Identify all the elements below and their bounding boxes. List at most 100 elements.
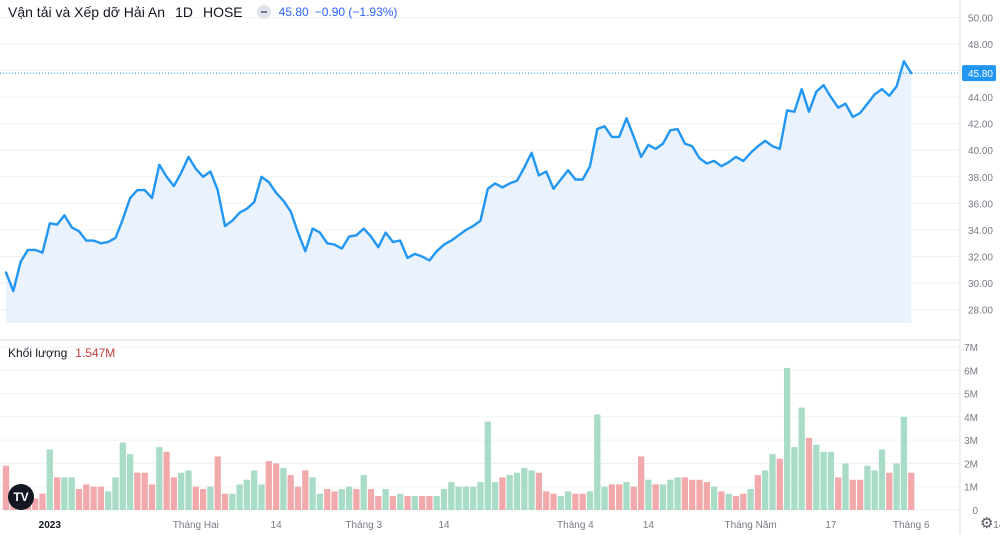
volume-bar-down bbox=[579, 493, 586, 510]
price-axis[interactable]: 28.00 30.00 32.00 34.00 36.00 38.00 40.00 42.00… bbox=[968, 13, 993, 316]
time-tick-label: 17 bbox=[825, 520, 837, 531]
time-tick-label: Tháng 4 bbox=[557, 520, 594, 531]
symbol-title[interactable]: Vận tải và Xếp dỡ Hải An bbox=[8, 4, 166, 20]
volume-bar-down bbox=[703, 482, 710, 510]
volume-bar-up bbox=[105, 491, 112, 510]
volume-bar-down bbox=[324, 489, 331, 510]
time-tick-label: Tháng Năm bbox=[724, 520, 776, 531]
volume-tick-label: 7M bbox=[964, 343, 978, 354]
current-price-badge: 45.80 bbox=[962, 65, 996, 82]
time-axis[interactable]: 2023 Tháng Hai 14 Tháng 3 14 Tháng 4 14 Tháng N… bbox=[39, 520, 1000, 531]
volume-bar-up bbox=[798, 407, 805, 510]
volume-bar-down bbox=[302, 470, 309, 510]
current-price-label: 45.80 bbox=[968, 69, 993, 80]
volume-bar-up bbox=[207, 486, 214, 510]
price-tick-label: 40.00 bbox=[968, 146, 993, 157]
volume-bar-down bbox=[681, 477, 689, 510]
volume-bar-up bbox=[156, 447, 163, 510]
price-tick-label: 44.00 bbox=[968, 93, 993, 104]
volume-bar-up bbox=[185, 470, 192, 510]
time-tick-label: Tháng 6 bbox=[893, 520, 930, 531]
volume-bar-down bbox=[389, 496, 397, 510]
volume-bar-up bbox=[229, 493, 236, 510]
price-tick-label: 50.00 bbox=[968, 13, 993, 24]
time-tick-label: 14 bbox=[643, 520, 655, 531]
volume-bar-up bbox=[477, 482, 484, 510]
volume-bar-up bbox=[360, 475, 367, 510]
volume-bar-down bbox=[214, 456, 221, 510]
volume-bar-up bbox=[762, 470, 769, 510]
collapse-icon[interactable] bbox=[256, 5, 271, 19]
volume-bar-up bbox=[667, 479, 674, 510]
volume-bar-up bbox=[280, 468, 287, 510]
volume-bar-up bbox=[338, 489, 345, 510]
volume-bar-down bbox=[616, 484, 623, 510]
volume-bar-up bbox=[68, 477, 75, 510]
volume-bar-up bbox=[871, 470, 878, 510]
volume-bar-down bbox=[367, 489, 375, 510]
volume-bar-up bbox=[813, 444, 820, 510]
volume-bar-down bbox=[426, 496, 433, 510]
price-tick-label: 34.00 bbox=[968, 226, 993, 237]
volume-bar-down bbox=[535, 472, 543, 510]
volume-bar-down bbox=[856, 479, 864, 510]
price-area-fill bbox=[6, 61, 912, 323]
price-tick-label: 38.00 bbox=[968, 173, 993, 184]
volume-bar-up bbox=[258, 484, 265, 510]
price-tick-label: 36.00 bbox=[968, 199, 993, 210]
volume-bar-up bbox=[243, 479, 251, 510]
volume-bar-down bbox=[718, 491, 725, 510]
volume-bar-down bbox=[849, 479, 856, 510]
volume-bar-up bbox=[178, 472, 185, 510]
volume-bar-down bbox=[375, 496, 382, 510]
volume-bar-up bbox=[484, 421, 491, 510]
volume-bar-down bbox=[754, 475, 762, 510]
volume-bar-up bbox=[769, 454, 776, 510]
volume-axis[interactable]: 0 1M 2M 3M 4M 5M 6M 7M bbox=[964, 343, 978, 517]
volume-bar-down bbox=[886, 472, 893, 510]
volume-bar-down bbox=[353, 489, 360, 510]
price-tick-label: 48.00 bbox=[968, 40, 993, 51]
volume-bar-down bbox=[637, 456, 645, 510]
volume-bar-up bbox=[251, 470, 258, 510]
price-line bbox=[4, 60, 913, 293]
volume-bar-up bbox=[601, 486, 608, 510]
volume-bar-down bbox=[141, 472, 148, 510]
current-price-badge-bg bbox=[962, 65, 996, 82]
time-tick-label: 14 bbox=[993, 520, 1000, 531]
interval-label[interactable]: 1D bbox=[175, 4, 193, 20]
volume-tick-label: 3M bbox=[964, 436, 978, 447]
price-tick-label: 30.00 bbox=[968, 279, 993, 290]
volume-bar-up bbox=[455, 486, 462, 510]
volume-bar-up bbox=[513, 472, 521, 510]
volume-bar-up bbox=[878, 449, 886, 510]
volume-bar-down bbox=[90, 486, 97, 510]
volume-bar-up bbox=[827, 451, 835, 510]
volume-bar-down bbox=[696, 479, 703, 510]
volume-bar-down bbox=[740, 493, 747, 510]
volume-bar-down bbox=[732, 496, 740, 510]
volume-legend: Khối lượng 1.547M bbox=[8, 346, 115, 360]
volume-bar-down bbox=[805, 437, 813, 510]
gear-icon[interactable]: ⚙ bbox=[980, 515, 994, 532]
volume-bar-down bbox=[404, 496, 411, 510]
volume-bar-down bbox=[543, 491, 550, 510]
volume-bar-up bbox=[842, 463, 849, 510]
volume-bar-up bbox=[397, 493, 404, 510]
volume-bar-down bbox=[134, 472, 141, 510]
volume-value: 1.547M bbox=[75, 346, 116, 360]
exchange-label: HOSE bbox=[202, 4, 243, 20]
volume-bar-up bbox=[521, 468, 528, 510]
volume-bar-up bbox=[440, 489, 448, 510]
volume-tick-label: 1M bbox=[964, 483, 978, 494]
volume-bar-down bbox=[630, 486, 637, 510]
tradingview-logo-icon[interactable]: TV bbox=[8, 484, 34, 510]
volume-bar-up bbox=[61, 477, 68, 510]
volume-bar-up bbox=[557, 496, 564, 510]
volume-bar-up bbox=[900, 416, 908, 510]
volume-bar-down bbox=[608, 484, 616, 510]
chart-header: Vận tải và Xếp dỡ Hải An 1D HOSE 45.80 −… bbox=[8, 4, 397, 20]
volume-tick-label: 2M bbox=[964, 459, 978, 470]
volume-bar-down bbox=[192, 486, 199, 510]
